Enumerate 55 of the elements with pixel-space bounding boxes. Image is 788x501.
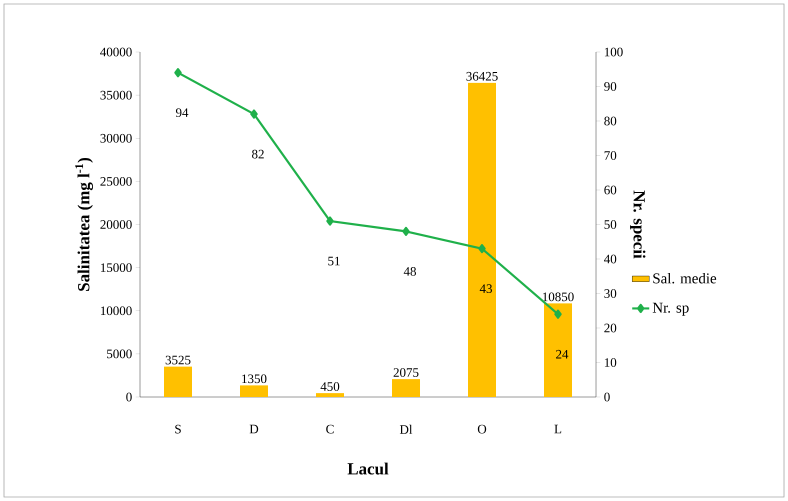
bar [164, 366, 192, 397]
x-tick-label: D [250, 424, 258, 434]
y-tick-label: 10000 [100, 306, 132, 316]
y-tick-label: 5000 [107, 350, 132, 358]
y2-tick-label: 60 [604, 186, 616, 194]
y2-tick-label: 20 [604, 324, 616, 332]
x-tick-label: Dl [400, 424, 412, 434]
legend-label: Nr. sp [652, 302, 689, 316]
bar [468, 82, 496, 397]
point [326, 216, 334, 226]
bar [392, 379, 420, 397]
data-label: 94 [176, 108, 188, 118]
data-label: 43 [480, 284, 492, 293]
data-label: 10850 [542, 292, 574, 302]
bar [240, 385, 268, 397]
data-label: 48 [404, 267, 416, 276]
point [250, 109, 258, 119]
y-tick-label: 0 [126, 392, 132, 402]
data-label: 24 [556, 350, 568, 358]
bar [316, 393, 344, 397]
y2-tick-label: 50 [604, 220, 616, 229]
point [402, 226, 410, 236]
data-label: 1350 [242, 374, 266, 384]
y2-tick-label: 30 [604, 289, 616, 298]
y-tick-label: 40000 [100, 48, 132, 56]
bar [544, 303, 572, 397]
y-tick-label: 35000 [100, 90, 132, 100]
y2-tick-label: 90 [604, 82, 616, 91]
point [478, 244, 486, 254]
data-label: 3525 [166, 356, 190, 364]
x-tick-label: C [326, 424, 334, 434]
y2-tick-label: 70 [604, 151, 616, 160]
data-label: 2075 [394, 368, 418, 377]
x-tick-label: O [478, 424, 486, 434]
point [174, 68, 182, 78]
y2-tick-label: 10 [604, 358, 616, 367]
point [554, 310, 562, 319]
y2-tick-label: 80 [604, 116, 616, 126]
y-tick-label: 30000 [100, 134, 132, 143]
x-axis-title: Lacul [348, 462, 388, 475]
data-label: 450 [320, 382, 340, 391]
data-label: 36425 [466, 72, 498, 81]
y-tick-label: 15000 [100, 263, 132, 272]
legend-label: Sal. medie [653, 272, 716, 284]
x-tick-label: L [554, 424, 562, 434]
y2-tick-label: 100 [604, 48, 623, 56]
y2-tick-label: 0 [604, 392, 610, 402]
data-label: 82 [252, 150, 264, 158]
y-tick-label: 20000 [100, 220, 132, 229]
y-tick-label: 25000 [100, 177, 132, 186]
y2-axis-title: Nr. specii [630, 190, 646, 258]
y-axis-title: Salinitatea (mg l$^{-1}$) [75, 158, 94, 291]
x-tick-label: S [175, 424, 181, 434]
y2-tick-label: 40 [604, 254, 616, 264]
data-label: 51 [328, 256, 340, 266]
